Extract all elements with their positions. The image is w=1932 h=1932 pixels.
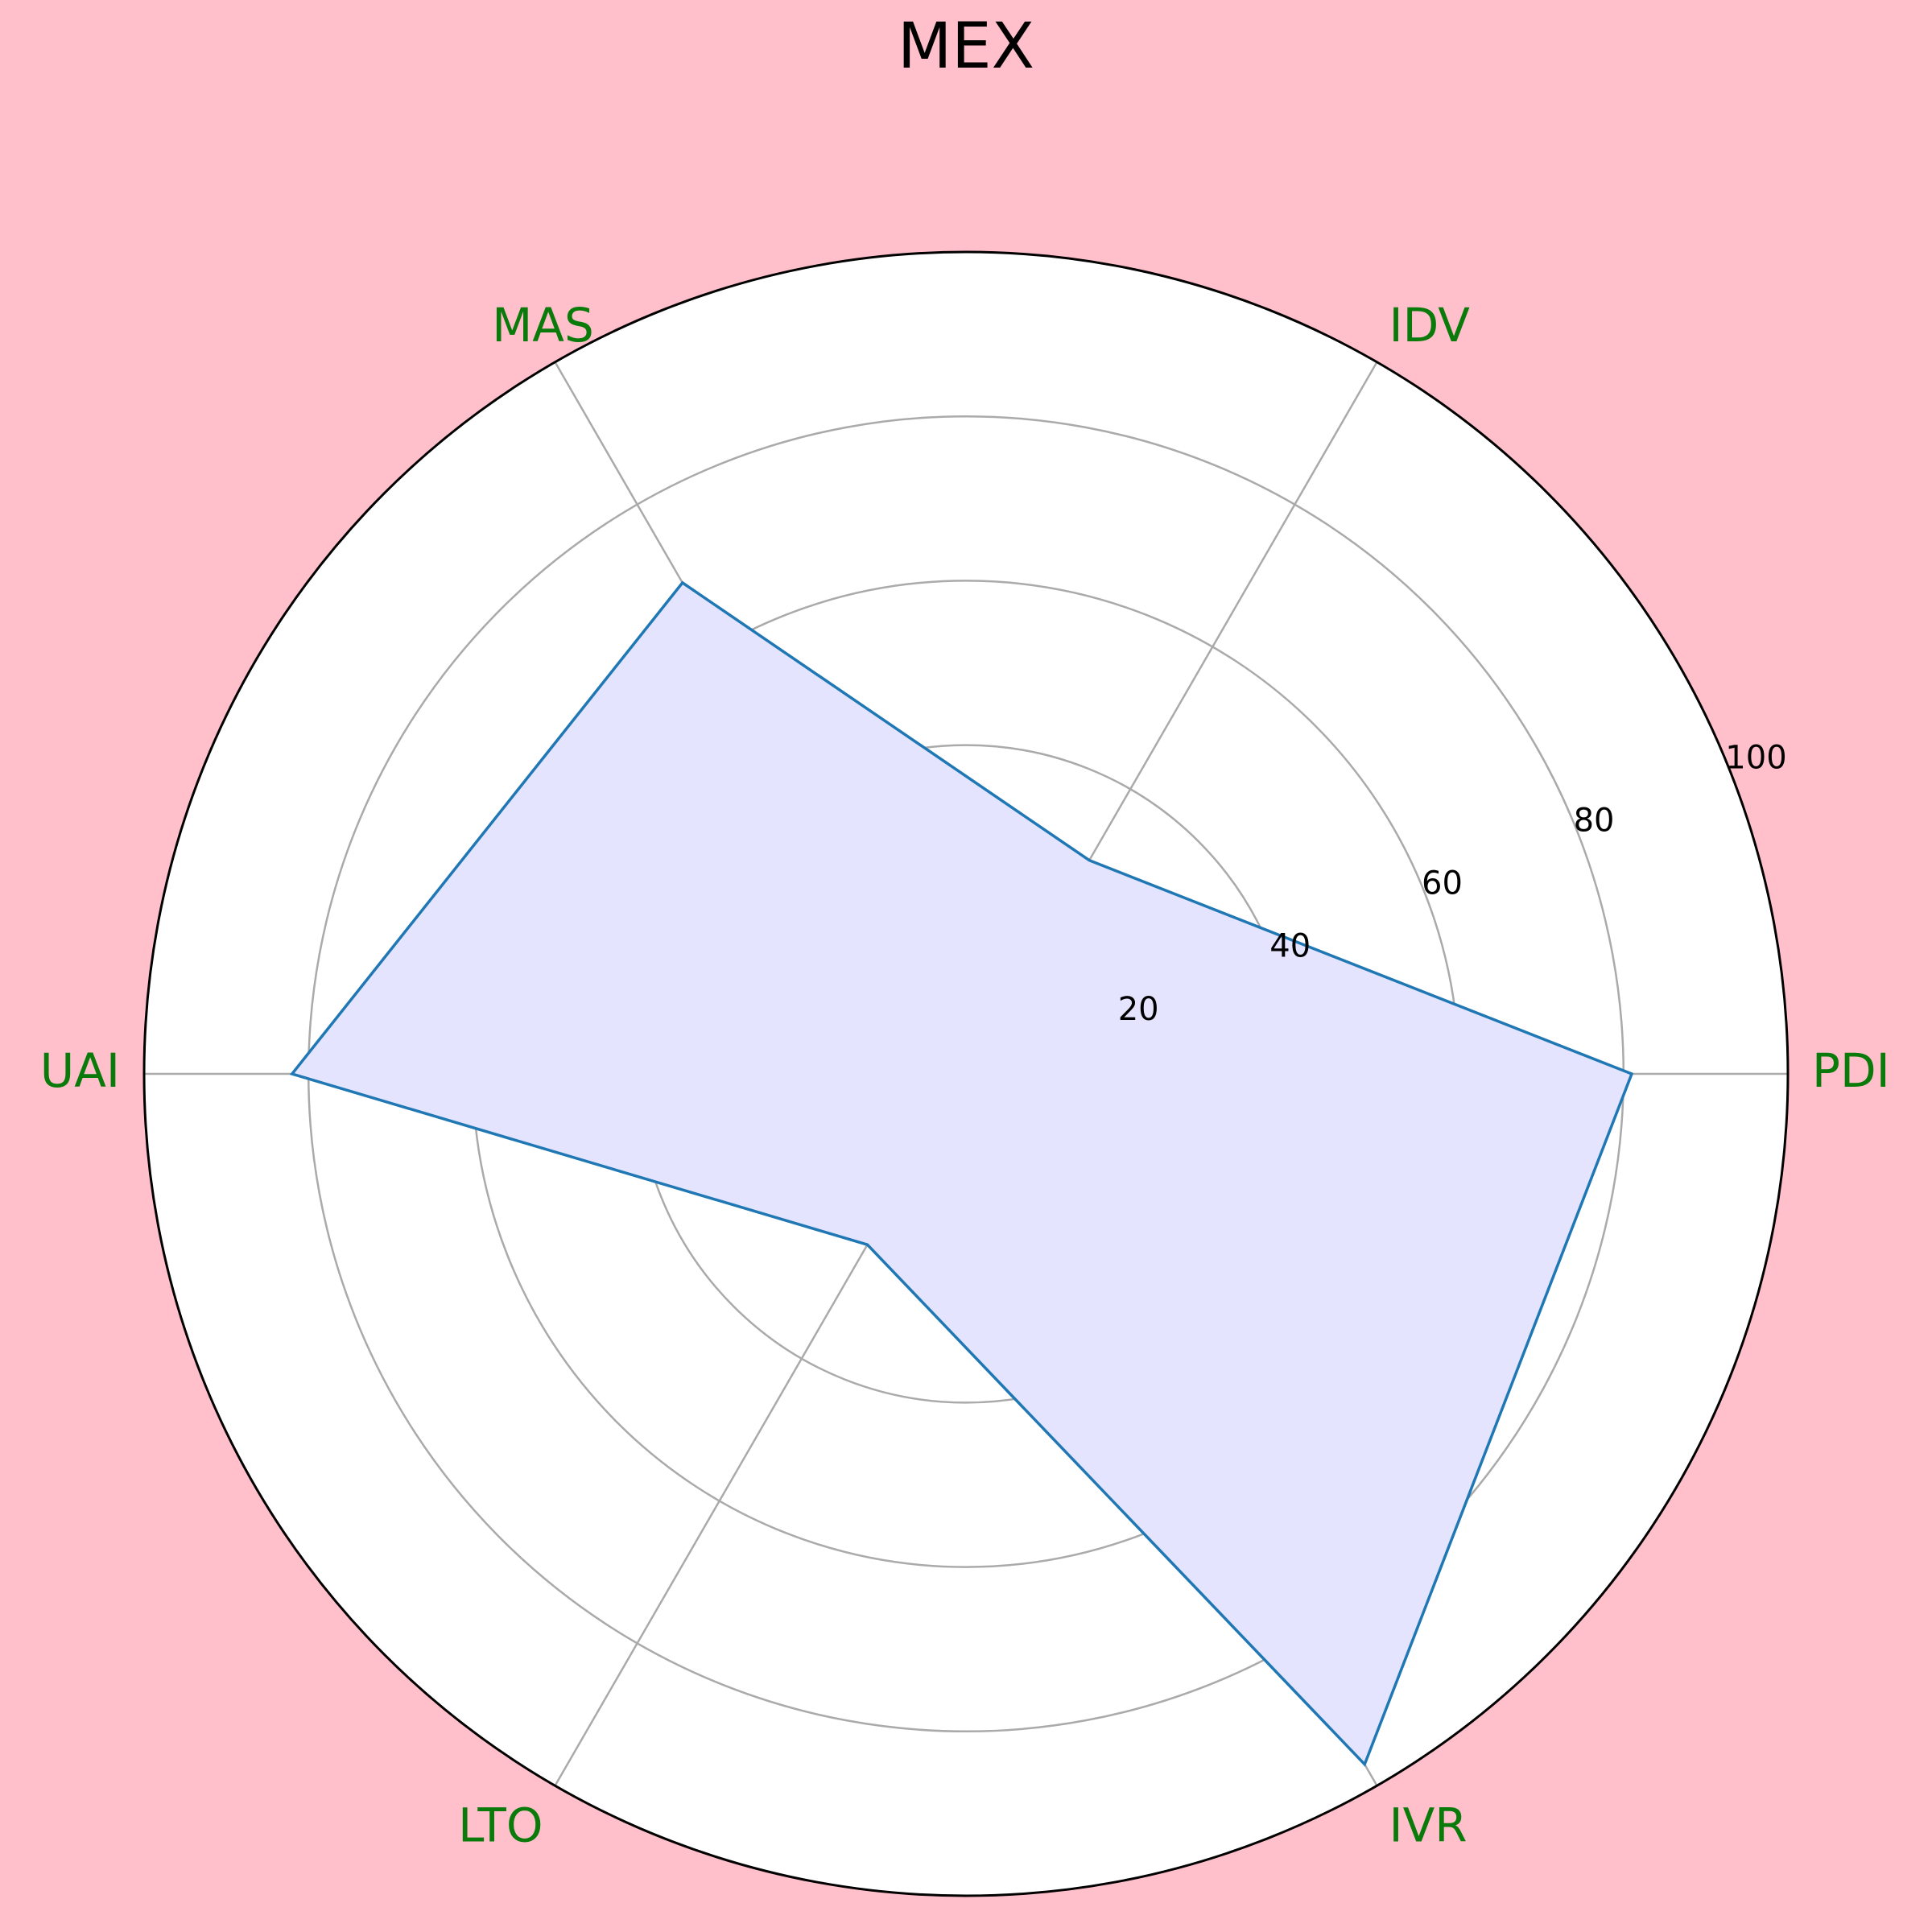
axis-label-lto: LTO — [458, 1798, 543, 1852]
tick-label-20: 20 — [1118, 991, 1159, 1028]
axis-label-mas: MAS — [492, 298, 594, 353]
tick-label-40: 40 — [1269, 928, 1311, 965]
axis-label-uai: UAI — [40, 1043, 120, 1098]
axis-label-idv: IDV — [1389, 298, 1471, 353]
axis-label-ivr: IVR — [1389, 1798, 1468, 1852]
tick-label-60: 60 — [1422, 865, 1463, 902]
chart-title: MEX — [898, 10, 1034, 83]
tick-label-100: 100 — [1725, 739, 1786, 776]
tick-label-80: 80 — [1574, 802, 1615, 839]
axis-label-pdi: PDI — [1812, 1043, 1890, 1098]
